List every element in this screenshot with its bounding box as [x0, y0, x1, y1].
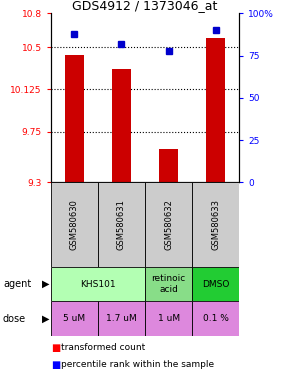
- Text: GSM580630: GSM580630: [70, 199, 79, 250]
- Bar: [51, 267, 145, 301]
- Text: DMSO: DMSO: [202, 280, 229, 289]
- Text: GSM580631: GSM580631: [117, 199, 126, 250]
- Text: percentile rank within the sample: percentile rank within the sample: [61, 360, 214, 369]
- Bar: [145, 301, 192, 336]
- Bar: [192, 267, 239, 301]
- Bar: [145, 182, 192, 267]
- Bar: [206, 38, 225, 182]
- Bar: [159, 149, 178, 182]
- Bar: [65, 55, 84, 182]
- Text: ■: ■: [51, 360, 60, 370]
- Bar: [98, 301, 145, 336]
- Text: transformed count: transformed count: [61, 343, 145, 352]
- Text: KHS101: KHS101: [80, 280, 116, 289]
- Text: GSM580633: GSM580633: [211, 199, 220, 250]
- Text: dose: dose: [3, 314, 26, 324]
- Bar: [112, 69, 131, 182]
- Text: ▶: ▶: [42, 279, 50, 289]
- Bar: [51, 182, 98, 267]
- Text: 1.7 uM: 1.7 uM: [106, 314, 137, 323]
- Text: 0.1 %: 0.1 %: [203, 314, 229, 323]
- Bar: [145, 267, 192, 301]
- Bar: [192, 301, 239, 336]
- Text: agent: agent: [3, 279, 31, 289]
- Text: 5 uM: 5 uM: [63, 314, 85, 323]
- Text: ■: ■: [51, 343, 60, 353]
- Title: GDS4912 / 1373046_at: GDS4912 / 1373046_at: [72, 0, 218, 12]
- Text: retinoic
acid: retinoic acid: [151, 275, 186, 294]
- Text: GSM580632: GSM580632: [164, 199, 173, 250]
- Bar: [98, 182, 145, 267]
- Text: 1 uM: 1 uM: [157, 314, 180, 323]
- Text: ▶: ▶: [42, 314, 50, 324]
- Bar: [51, 301, 98, 336]
- Bar: [192, 182, 239, 267]
